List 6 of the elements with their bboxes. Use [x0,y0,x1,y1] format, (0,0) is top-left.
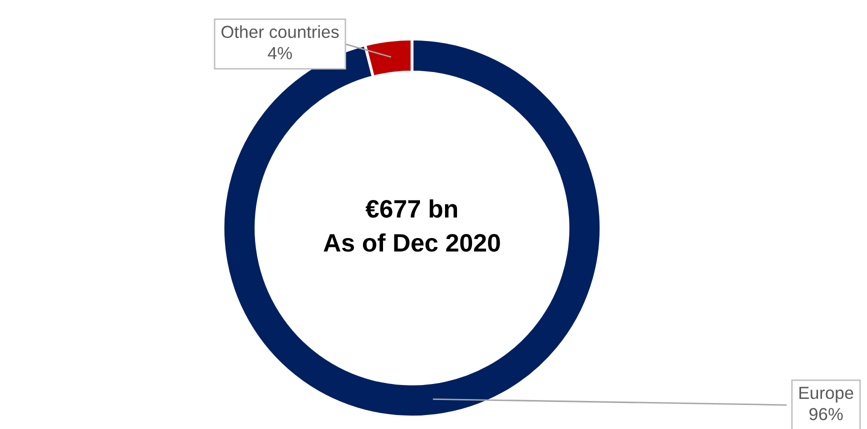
text: As of Dec 2020 [324,233,500,252]
data-label: 4% [268,47,292,60]
text: €677 bn [366,199,458,218]
slice-label: Other countries [221,25,339,38]
slice-label: Europe [799,386,854,402]
data-label: 96% [809,408,843,420]
